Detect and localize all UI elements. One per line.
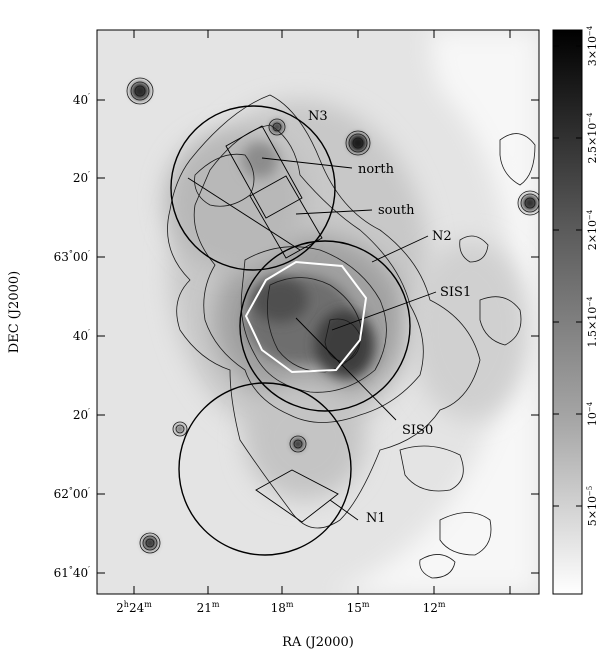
- y-tick-label: 61°40′: [54, 565, 91, 580]
- plot-frame: [96, 29, 540, 595]
- colorbar-tick-label: 2.5×10−4: [586, 112, 599, 164]
- sky-image: [97, 30, 539, 594]
- label-n3: N3: [308, 109, 328, 124]
- y-tick-label: 63°00′: [54, 249, 91, 264]
- colorbar: 3×10−4 2.5×10−4 2×10−4 1.5×10−4 10−4 5×1…: [552, 25, 599, 595]
- colorbar-tick-label: 2×10−4: [586, 209, 599, 250]
- colorbar-tick-label: 10−4: [586, 401, 599, 426]
- x-tick-label: 2h24m: [116, 600, 152, 615]
- label-sis0: SIS0: [402, 423, 433, 438]
- colorbar-tick-label: 5×10−5: [586, 486, 599, 527]
- y-tick-label: 40′: [73, 328, 90, 343]
- x-tick-label: 12m: [423, 600, 446, 615]
- y-tick-label: 40′: [73, 92, 90, 107]
- y-tick-label: 62°00′: [54, 486, 91, 501]
- sis-outline: [244, 260, 368, 374]
- y-axis-title: DEC (J2000): [7, 271, 22, 353]
- label-south: south: [378, 203, 415, 218]
- n3-field-circle: [170, 105, 336, 271]
- y-tick-label: 20′: [73, 170, 90, 185]
- x-axis-title: RA (J2000): [282, 635, 354, 650]
- colorbar-gradient: [552, 29, 583, 595]
- n2-field-circle: [239, 240, 411, 412]
- region-annotations: N3 north south N2 SIS1 SIS0 N1: [308, 109, 471, 526]
- y-tick-label: 20′: [73, 407, 90, 422]
- x-tick-label: 18m: [271, 600, 294, 615]
- label-n2: N2: [432, 229, 452, 244]
- colorbar-tick-label: 3×10−4: [586, 25, 599, 66]
- x-tick-label: 15m: [347, 600, 370, 615]
- x-tick-label: 21m: [197, 600, 220, 615]
- x-tick-labels: 2h24m 21m 18m 15m 12m: [116, 600, 446, 615]
- colorbar-tick-label: 1.5×10−4: [586, 296, 599, 348]
- label-sis1: SIS1: [440, 285, 471, 300]
- n1-field-circle: [178, 382, 352, 556]
- y-tick-labels: 40′ 20′ 63°00′ 40′ 20′ 62°00′ 61°40′: [54, 92, 91, 580]
- label-north: north: [358, 162, 395, 177]
- label-n1: N1: [366, 511, 386, 526]
